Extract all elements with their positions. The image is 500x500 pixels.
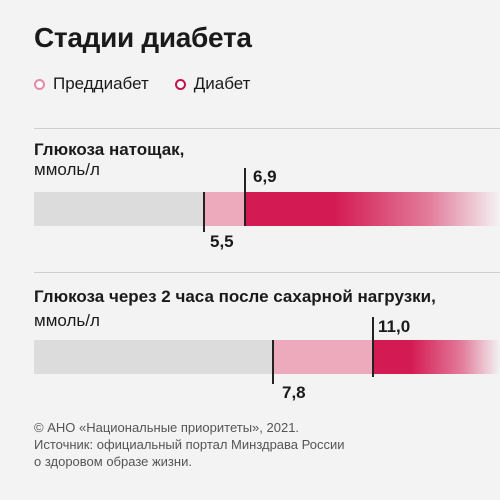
legend-label-prediabetes: Преддиабет	[53, 74, 149, 93]
legend-swatch-prediabetes	[34, 78, 45, 90]
panel-2-value-prediabetes: 7,8	[282, 383, 306, 402]
panel-1-marker-diabetes	[244, 168, 246, 226]
panel-2-marker-diabetes	[372, 317, 374, 377]
panel-1-seg-diabetes	[245, 192, 500, 226]
panel-2-title: Глюкоза через 2 часа после сахарной нагр…	[34, 287, 436, 306]
legend-item-prediabetes: Преддиабет	[34, 74, 149, 94]
panel-1-marker-prediabetes	[203, 192, 205, 232]
panel-2-bar	[34, 340, 500, 374]
panel-2-unit: ммоль/л	[34, 311, 100, 330]
footer-source-cont: о здоровом образе жизни.	[34, 454, 192, 469]
divider-middle	[34, 272, 500, 273]
panel-1-seg-prediabetes	[204, 192, 245, 226]
chart-title: Стадии диабета	[34, 22, 252, 53]
panel-1-seg-normal	[34, 192, 204, 226]
panel-2-marker-prediabetes	[272, 340, 274, 384]
legend-swatch-diabetes	[174, 78, 186, 90]
legend-item-diabetes: Диабет	[174, 74, 251, 94]
panel-1-unit: ммоль/л	[34, 160, 100, 179]
panel-2-seg-prediabetes	[273, 340, 372, 374]
footer: © АНО «Национальные приоритеты», 2021. И…	[34, 419, 345, 470]
legend: Преддиабет Диабет	[34, 74, 250, 94]
panel-1-value-prediabetes: 5,5	[210, 232, 234, 251]
divider-top	[34, 128, 500, 129]
footer-source: Источник: официальный портал Минздрава Р…	[34, 437, 345, 452]
panel-1-title: Глюкоза натощак,	[34, 140, 185, 159]
panel-2-value-diabetes: 11,0	[378, 317, 411, 336]
legend-label-diabetes: Диабет	[193, 74, 251, 93]
panel-1-bar	[34, 192, 500, 226]
panel-2-seg-normal	[34, 340, 273, 374]
panel-2-seg-diabetes	[372, 340, 500, 374]
panel-1-value-diabetes: 6,9	[253, 167, 277, 186]
footer-copyright: © АНО «Национальные приоритеты», 2021.	[34, 420, 300, 435]
